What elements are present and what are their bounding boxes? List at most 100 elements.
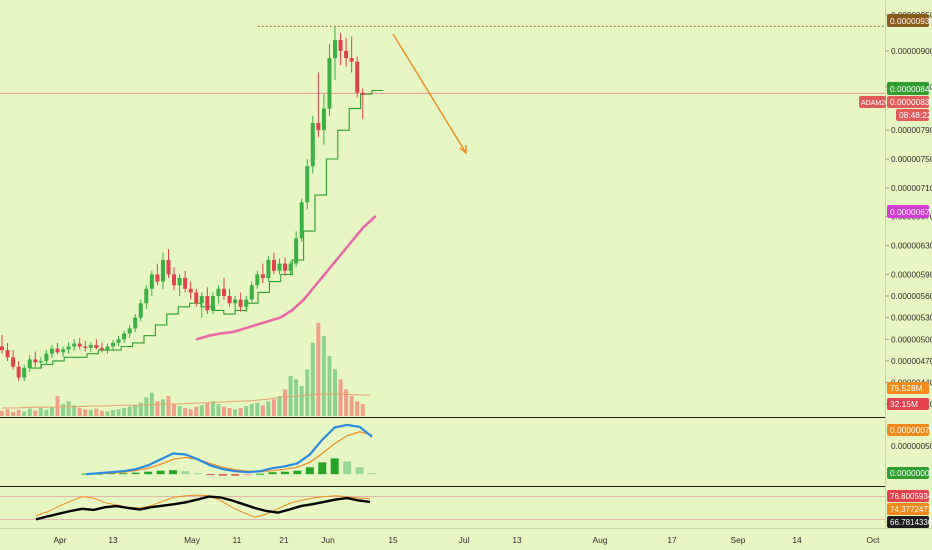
svg-text:0.00000530: 0.00000530 (891, 314, 932, 323)
time-tick: 13 (512, 535, 522, 545)
volume-bar (294, 379, 299, 416)
volume-bar (194, 406, 199, 416)
time-tick: Oct (866, 535, 880, 545)
macd-value-label: 0.00000076 (887, 424, 932, 436)
svg-text:76.80059344: 76.80059344 (890, 492, 932, 501)
volume-bar (205, 402, 210, 416)
candle (188, 281, 193, 300)
volume-bar (227, 408, 232, 416)
macd-line (85, 423, 373, 476)
time-tick: 13 (108, 535, 118, 545)
svg-text:May: May (184, 535, 201, 545)
candle (360, 88, 365, 120)
macd-histogram-bar (355, 467, 364, 475)
svg-text:0.00000750: 0.00000750 (891, 155, 932, 164)
candle (194, 288, 199, 307)
candle (210, 292, 215, 315)
volume-bar (338, 379, 343, 416)
volume-bar (55, 396, 60, 416)
candle (61, 346, 66, 357)
macd-histogram-bar (206, 474, 215, 476)
volume-label: 32.15M (887, 398, 929, 410)
svg-text:17: 17 (667, 535, 677, 545)
macd-histogram-bar (368, 473, 376, 475)
svg-text:0.00000076: 0.00000076 (890, 425, 932, 435)
time-tick: 14 (792, 535, 802, 545)
svg-text:0.00000590: 0.00000590 (891, 270, 932, 279)
macd-histogram-bar (293, 470, 302, 475)
price-tick: 0.00000530 (885, 314, 932, 323)
volume-bar (199, 405, 204, 416)
volume-bar (349, 396, 354, 416)
candle (199, 292, 204, 318)
time-tick: Apr (53, 535, 66, 545)
svg-text:0.00000841: 0.00000841 (890, 84, 932, 94)
volume-bar (333, 369, 337, 416)
macd-tick: 0.00000050 (891, 442, 932, 451)
candle (260, 263, 265, 284)
candle (133, 314, 138, 333)
candle (327, 43, 332, 116)
candle (49, 345, 54, 359)
oscillator-value-1-label: 76.80059344 (887, 490, 932, 502)
candle (38, 357, 43, 369)
candle (160, 252, 165, 289)
candle (105, 343, 110, 354)
volume-bar (266, 401, 271, 416)
svg-text:75.528M: 75.528M (890, 383, 923, 393)
candle (283, 257, 288, 276)
volume-bar (105, 411, 110, 416)
volume-bar (355, 401, 360, 416)
macd-histogram-bar (156, 470, 165, 475)
svg-text:66.78143309: 66.78143309 (890, 518, 932, 527)
volume-bar (111, 410, 115, 416)
time-tick: 21 (279, 535, 289, 545)
candle (88, 342, 93, 353)
volume-bar (299, 386, 304, 416)
volume-bar (22, 411, 27, 416)
svg-text:0.00000670: 0.00000670 (890, 207, 932, 217)
macd-histogram-bar (268, 472, 277, 475)
candle (216, 285, 221, 304)
time-axis[interactable]: Apr 13 May 11 21 Jun 15 Jul 13 Aug 17 Sep 14 Oct (53, 535, 880, 545)
volume-bar (166, 396, 171, 416)
svg-text:Oct: Oct (866, 535, 880, 545)
svg-text:ADAM20: ADAM20 (861, 100, 889, 107)
price-tick: 0.00000710 (885, 184, 932, 193)
svg-text:0.00000500: 0.00000500 (891, 335, 932, 344)
oscillator-panel (0, 494, 885, 521)
volume-bar (277, 396, 282, 416)
volume-bar (316, 322, 321, 416)
volume-bar (155, 401, 160, 416)
candle (149, 270, 154, 297)
svg-text:13: 13 (108, 535, 118, 545)
svg-text:0.00000050: 0.00000050 (891, 442, 932, 451)
price-panel[interactable] (0, 25, 885, 382)
volume-bar (210, 401, 215, 416)
candle (94, 339, 99, 350)
volume-bar (88, 410, 93, 416)
macd-histogram-bar (305, 467, 314, 475)
volume-bar (188, 409, 193, 416)
volume-bar (16, 410, 21, 416)
time-tick: 17 (667, 535, 677, 545)
candle (66, 342, 71, 354)
price-tick: 0.00000790 (885, 126, 932, 135)
candle (277, 258, 282, 275)
candle (138, 299, 143, 322)
volume-bar (94, 408, 99, 416)
volume-bar (310, 342, 315, 416)
volume-bar (177, 406, 182, 416)
candle (155, 263, 160, 286)
candle (22, 364, 27, 382)
volume-bar (44, 410, 49, 416)
svg-text:32.15M: 32.15M (890, 399, 918, 409)
volume-bar (249, 404, 254, 416)
svg-text:Jun: Jun (321, 535, 335, 545)
forecast-arrow[interactable] (392, 33, 467, 155)
svg-text:0.00000839: 0.00000839 (890, 97, 932, 107)
symbol-badge: ADAM20 (859, 96, 889, 108)
